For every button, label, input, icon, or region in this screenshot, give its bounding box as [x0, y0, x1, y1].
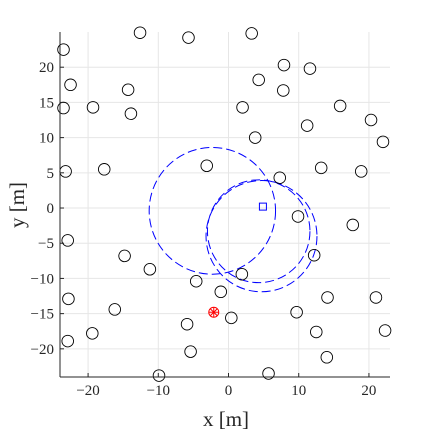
obstacle-point — [143, 263, 157, 276]
obstacle-point — [152, 369, 166, 382]
obstacle-point — [314, 161, 328, 175]
obstacle-point — [290, 305, 303, 319]
obstacle-point — [333, 99, 347, 113]
x-tick-label: 0 — [225, 383, 233, 399]
obstacle-point — [320, 351, 334, 364]
obstacle-point — [378, 324, 392, 337]
obstacle-point — [248, 131, 262, 144]
obstacle-point — [236, 101, 249, 114]
obstacle-point — [59, 165, 72, 178]
obstacle-point — [364, 113, 378, 127]
obstacle-point — [133, 26, 147, 39]
y-tick-label: 10 — [39, 131, 54, 147]
robot-paths — [148, 146, 318, 293]
axes — [59, 32, 390, 378]
path-loop-1 — [148, 146, 277, 275]
y-tick-label: 5 — [47, 166, 55, 182]
obstacle-point — [245, 27, 258, 40]
obstacle-point — [108, 303, 122, 316]
start-marker — [208, 306, 220, 318]
obstacle-point — [182, 31, 195, 44]
obstacle-point — [184, 345, 197, 358]
obstacle-point — [310, 325, 323, 339]
y-tick-label: 0 — [47, 201, 55, 217]
path-loop-3 — [205, 180, 318, 293]
markers — [208, 202, 267, 318]
obstacle-point — [214, 285, 228, 299]
obstacle-point — [277, 84, 290, 97]
x-tick-label: −20 — [76, 383, 99, 399]
obstacle-point — [369, 291, 383, 304]
goal-marker — [258, 202, 267, 211]
obstacle-point — [307, 248, 321, 262]
y-tick-label: 15 — [39, 95, 54, 111]
obstacle-point — [64, 78, 77, 92]
y-tick-label: −20 — [31, 342, 54, 358]
y-tick-label: −10 — [31, 271, 54, 287]
grid-lines — [60, 32, 390, 377]
obstacle-point — [291, 210, 305, 223]
start-marker-ray — [209, 308, 218, 317]
x-tick-label: −10 — [147, 383, 170, 399]
tick-labels: −20 −10 0 10 20 20 15 10 5 0 −5 −10 −15 −20 — [31, 60, 377, 399]
y-tick-label: 20 — [39, 60, 54, 76]
obstacles — [57, 26, 392, 382]
obstacle-point — [61, 234, 74, 247]
obstacle-point — [57, 43, 70, 56]
obstacle-point — [300, 119, 314, 132]
x-tick-label: 10 — [291, 383, 306, 399]
obstacle-point — [376, 135, 390, 149]
obstacle-point — [354, 165, 368, 178]
obstacle-point — [189, 274, 203, 288]
obstacle-point — [252, 73, 265, 87]
obstacle-point — [273, 171, 287, 184]
obstacle-point — [118, 249, 131, 263]
obstacle-point — [235, 267, 249, 281]
x-axis-label: x [m] — [203, 407, 249, 431]
obstacle-point — [277, 58, 291, 72]
obstacle-point — [124, 107, 138, 120]
obstacle-point — [346, 218, 360, 232]
obstacle-point — [200, 159, 213, 173]
obstacle-point — [121, 83, 135, 96]
x-tick-label: 20 — [361, 383, 376, 399]
obstacle-point — [321, 291, 334, 304]
obstacle-point — [57, 101, 70, 115]
obstacle-point — [62, 292, 75, 306]
y-axis-label: y [m] — [5, 182, 29, 228]
obstacle-point — [303, 62, 317, 75]
obstacle-point — [262, 367, 275, 380]
obstacle-point — [225, 311, 238, 325]
obstacle-point — [86, 327, 99, 340]
obstacle-point — [180, 317, 194, 331]
obstacle-point — [61, 334, 74, 348]
obstacle-point — [97, 163, 111, 176]
y-tick-label: −5 — [38, 236, 54, 252]
path-loop-2 — [206, 179, 311, 284]
obstacle-point — [86, 101, 100, 114]
y-tick-label: −15 — [31, 307, 54, 323]
